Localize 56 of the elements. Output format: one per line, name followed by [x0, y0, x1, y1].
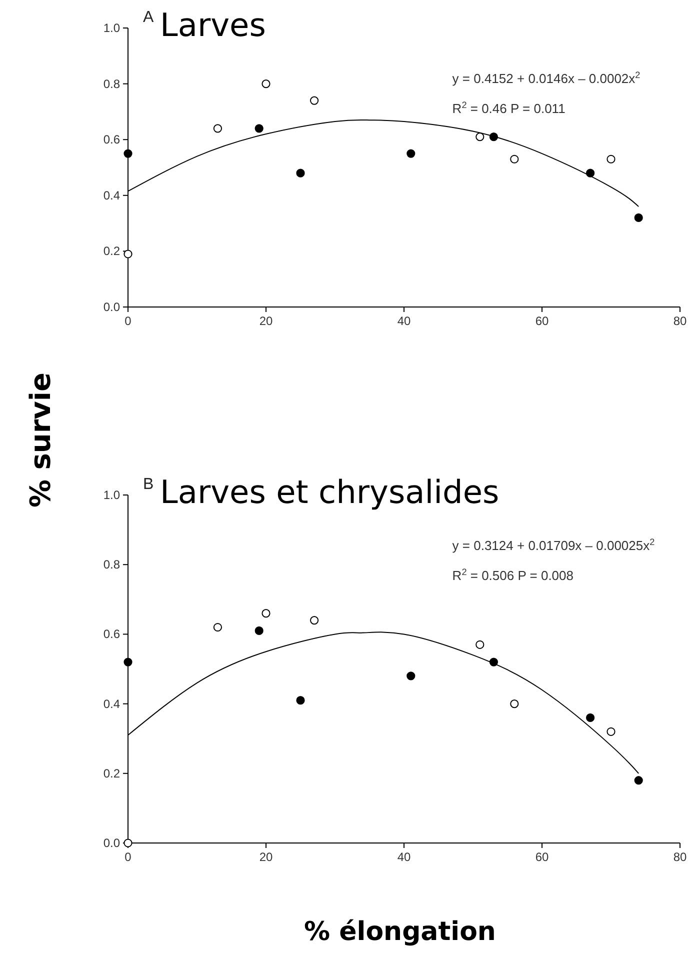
y-tick-label: 1.0 — [103, 488, 120, 502]
annotation: y = 0.4152 + 0.0146x – 0.0002x$^{2}$ — [452, 70, 640, 86]
point — [476, 640, 484, 649]
y-tick-label: 0.4 — [103, 188, 120, 202]
point — [510, 700, 519, 708]
point — [254, 626, 264, 636]
point — [606, 727, 616, 736]
point — [296, 168, 305, 178]
y-tick-label: 0.8 — [103, 558, 120, 572]
y-tick-label: 0.2 — [103, 244, 120, 258]
x-tick-label: 40 — [397, 850, 411, 864]
y-tick-label: 0.0 — [103, 300, 120, 314]
point — [476, 132, 484, 142]
text: B — [143, 476, 154, 493]
x-tick-label: 60 — [535, 850, 549, 864]
text: A — [143, 9, 154, 26]
point — [296, 696, 305, 705]
point — [213, 124, 222, 133]
y-tick-label: 0.6 — [103, 627, 120, 642]
x-axis-title: % élongation — [304, 917, 496, 947]
annotation: R$^{2}$ = 0.506 P = 0.008 — [452, 567, 574, 583]
point — [310, 96, 319, 105]
point — [586, 713, 595, 722]
x-tick-label: 60 — [535, 314, 549, 328]
point — [406, 149, 416, 158]
y-tick-label: 0.8 — [103, 76, 120, 91]
x-tick-label: 0 — [124, 850, 132, 864]
x-tick-label: 20 — [259, 850, 273, 864]
point — [262, 609, 270, 618]
y-tick-label: 0.4 — [103, 696, 120, 711]
annotation: R$^{2}$ = 0.46 P = 0.011 — [452, 100, 566, 116]
point — [213, 622, 222, 632]
annotation: y = 0.3124 + 0.01709x – 0.00025x$^{2}$ — [452, 537, 655, 553]
y-tick-label: 0.6 — [103, 132, 120, 147]
x-tick-label: 80 — [673, 850, 687, 864]
point — [510, 154, 519, 164]
chart-title: Larves et chrysalides — [160, 473, 500, 511]
x-tick-label: 80 — [673, 314, 687, 328]
x-tick-label: 40 — [397, 314, 411, 328]
point — [124, 149, 132, 158]
point — [606, 154, 616, 164]
point — [124, 658, 132, 666]
y-axis-title: % survie — [24, 372, 57, 508]
chart-title: Larves — [160, 6, 266, 44]
point — [124, 250, 132, 258]
point — [254, 124, 264, 133]
y-tick-label: 0.2 — [103, 766, 120, 780]
point — [634, 776, 643, 785]
x-tick-label: 0 — [124, 314, 132, 328]
x-tick-label: 20 — [259, 314, 273, 328]
y-tick-label: 1.0 — [103, 21, 120, 35]
point — [634, 213, 643, 222]
point — [406, 672, 416, 680]
point — [262, 80, 270, 88]
point — [310, 616, 319, 625]
y-tick-label: 0.0 — [103, 836, 120, 850]
